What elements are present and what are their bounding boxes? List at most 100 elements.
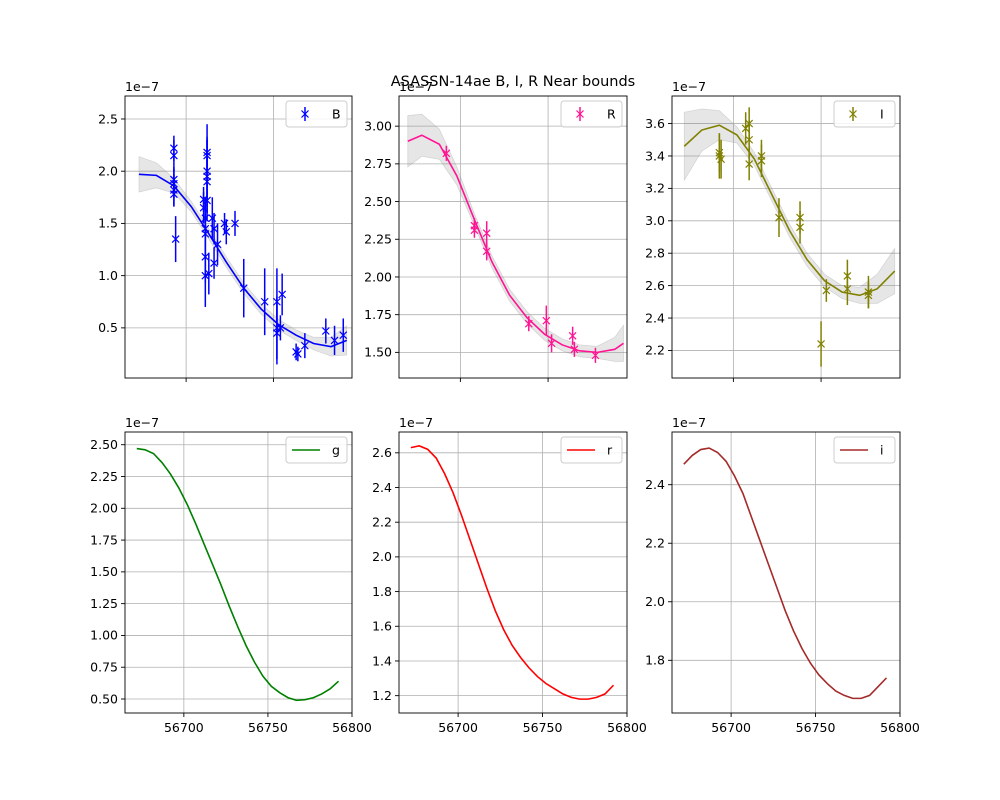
- y-tick-label: 1.5: [98, 216, 118, 231]
- marker-x: [210, 224, 218, 233]
- data-point: [278, 273, 287, 316]
- data-point: [239, 258, 248, 318]
- legend: R: [560, 100, 623, 128]
- data-point: [203, 179, 211, 222]
- marker-x: [231, 219, 239, 228]
- y-tick-label: 2.2: [372, 514, 392, 529]
- data-point: [524, 316, 533, 332]
- data-point: [169, 181, 178, 207]
- y-tick-label: 2.0: [645, 594, 665, 609]
- axes-frame: [398, 431, 628, 714]
- marker-x: [542, 316, 551, 325]
- x-tick-label: 56800: [332, 720, 372, 735]
- data-point: [470, 222, 479, 238]
- subplot-B: 0.5 1.0 1.5 2.0 2.5 1e−7 B: [98, 79, 353, 382]
- data-point: [568, 326, 577, 345]
- y-tick-label: 2.25: [90, 469, 118, 484]
- data-point: [260, 268, 269, 336]
- subplot-r: 1.2 1.4 1.6 1.8 2.0 2.2 2.4 2.6 56700 56750 56800 1…: [372, 415, 647, 735]
- fit-curve: [136, 447, 340, 702]
- y-tick-label: 2.0: [372, 549, 392, 564]
- data-point: [482, 221, 491, 246]
- y-tick-label: 1.75: [364, 307, 392, 322]
- data-point: [796, 211, 804, 244]
- legend-box: [560, 100, 623, 128]
- data-point: [717, 139, 726, 179]
- marker-x: [330, 336, 339, 345]
- y-tick-label: 2.6: [372, 445, 392, 460]
- data-point: [591, 347, 600, 363]
- y-tick-label: 2.5: [98, 111, 118, 126]
- subplot-g: 0.50 0.75 1.00 1.25 1.50 1.75 2.00 2.25 2.50 5670…: [90, 415, 372, 735]
- legend-marker: [849, 110, 857, 118]
- marker-x: [570, 345, 579, 354]
- marker-x: [591, 351, 600, 360]
- marker-x: [745, 160, 754, 168]
- axes-frame: [671, 95, 901, 379]
- marker-x: [796, 223, 804, 232]
- data-point: [210, 247, 218, 279]
- data-point: [775, 198, 783, 237]
- data-point: [817, 321, 826, 367]
- marker-x: [745, 135, 754, 144]
- data-point: [745, 147, 754, 181]
- marker-x: [547, 339, 556, 348]
- legend: B: [285, 100, 348, 128]
- y-tick-label: 1.50: [364, 345, 392, 360]
- y-tick-label: 2.2: [645, 343, 665, 358]
- x-tick-label: 56750: [248, 720, 288, 735]
- marker-x: [272, 329, 281, 338]
- marker-x: [482, 229, 491, 238]
- x-tick-label: 56700: [164, 720, 204, 735]
- x-tick-label: 56750: [796, 720, 836, 735]
- marker-x: [204, 269, 213, 278]
- data-point: [300, 333, 309, 359]
- offset-text: 1e−7: [125, 415, 159, 430]
- data-point: [201, 244, 210, 307]
- data-point: [757, 144, 766, 178]
- data-point: [442, 145, 451, 161]
- data-point: [843, 272, 852, 306]
- y-tick-label: 1.4: [372, 653, 392, 668]
- marker-x: [169, 190, 178, 199]
- marker-x: [213, 240, 222, 249]
- x-tick-label: 56700: [438, 720, 478, 735]
- data-point: [542, 305, 551, 336]
- data-point: [222, 219, 231, 245]
- axes-frame: [124, 431, 353, 714]
- marker-x: [339, 331, 348, 340]
- legend-box: [833, 100, 896, 128]
- marker-x: [843, 284, 852, 293]
- data-point: [231, 210, 239, 236]
- y-tick-label: 3.6: [645, 116, 665, 131]
- y-tick-label: 2.2: [645, 536, 665, 551]
- y-tick-label: 0.5: [98, 320, 118, 335]
- y-tick-label: 0.75: [90, 660, 118, 675]
- legend: g: [285, 436, 348, 464]
- y-tick-label: 2.4: [372, 480, 392, 495]
- confidence-band: [683, 108, 896, 304]
- marker-x: [470, 226, 479, 235]
- y-tick-label: 2.25: [364, 232, 392, 247]
- y-tick-label: 1.8: [645, 653, 665, 668]
- data-point: [213, 223, 222, 266]
- figure-title: ASASSN-14ae B, I, R Near bounds: [390, 74, 636, 90]
- legend-box: [285, 100, 348, 128]
- axes-frame: [671, 431, 901, 714]
- legend-label: g: [332, 443, 340, 458]
- marker-x: [210, 259, 218, 268]
- data-point: [570, 341, 579, 357]
- marker-x: [741, 124, 750, 133]
- legend-label: I: [880, 107, 884, 122]
- y-tick-label: 3.4: [645, 148, 665, 163]
- y-tick-label: 1.25: [90, 596, 118, 611]
- legend: I: [833, 100, 896, 128]
- offset-text: 1e−7: [672, 415, 706, 430]
- y-tick-label: 2.50: [364, 194, 392, 209]
- offset-text: 1e−7: [125, 79, 159, 94]
- legend-label: r: [607, 443, 613, 458]
- offset-text: 1e−7: [399, 415, 433, 430]
- marker-x: [203, 196, 211, 205]
- y-tick-label: 1.8: [372, 584, 392, 599]
